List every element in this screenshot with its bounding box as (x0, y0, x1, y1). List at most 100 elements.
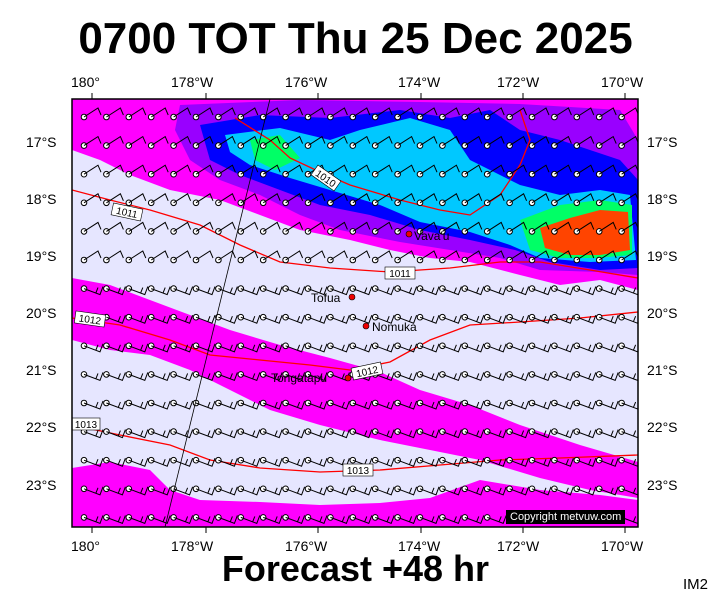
wind-barb (599, 315, 619, 324)
wind-barb (195, 315, 216, 324)
wind-barb-station (103, 142, 110, 149)
isobar-1011 (72, 189, 638, 279)
wind-barb (554, 343, 574, 353)
wind-barb (263, 429, 283, 439)
wind-barb (419, 135, 438, 147)
wind-barb (531, 315, 552, 324)
wind-barb (330, 343, 350, 353)
wind-barb (128, 400, 149, 410)
lat-label-17s: 17°S (26, 134, 57, 150)
wind-barb (173, 164, 192, 175)
wind-barb (263, 486, 283, 496)
wind-barb (576, 286, 597, 296)
wind-barb (150, 221, 169, 232)
wind-barb (128, 372, 149, 382)
wind-barb (151, 286, 171, 296)
nomuka-label: Nomuka (372, 320, 417, 334)
wind-barb (150, 193, 169, 204)
wind-barb (599, 372, 619, 382)
wind-barb (464, 315, 485, 324)
wind-barb (397, 515, 418, 525)
wind-barb (352, 164, 371, 175)
wind-barb (285, 164, 304, 175)
lon-label-180-bottom: 180° (71, 538, 100, 554)
wind-barb (307, 221, 326, 232)
wind-barb (554, 164, 572, 175)
wind-barb (218, 286, 238, 296)
wind-barb (509, 486, 530, 496)
wind-barb (419, 458, 440, 467)
wind-barb (397, 107, 416, 118)
wind-barb (598, 193, 617, 204)
wind-barb (330, 315, 350, 324)
isobar-layer (72, 109, 638, 473)
wind-barb (554, 429, 574, 439)
wind-barb (240, 164, 259, 175)
wind-barb (375, 400, 395, 410)
wind-barb (397, 486, 418, 496)
wind-barb (262, 221, 281, 232)
lat-label-22s: 22°S (26, 419, 57, 435)
wind-barb (576, 164, 595, 175)
wind-barb (419, 315, 440, 324)
wind-barb (173, 400, 194, 410)
wind-barb (263, 372, 283, 382)
wind-barb (307, 486, 328, 496)
wind-barb (150, 107, 169, 118)
wind-barb (307, 107, 326, 118)
wind-barb (240, 400, 261, 410)
lat-label-20s-right: 20°S (647, 305, 678, 321)
wind-barb (218, 429, 238, 439)
wind-barb (509, 135, 528, 147)
wind-barb (106, 400, 126, 410)
wind-barb (83, 107, 102, 118)
wind-barb (106, 515, 126, 525)
wind-barb (352, 286, 373, 296)
wind-barb (263, 315, 283, 324)
wind-barb (374, 193, 393, 204)
wind-barb (307, 343, 328, 353)
wind-barb (173, 372, 194, 382)
wind-barb (375, 458, 395, 467)
wind-barb (173, 343, 194, 353)
wind-barb (531, 486, 552, 496)
wind-barb (195, 400, 216, 410)
wind-barb (307, 515, 328, 525)
wind-barb (531, 343, 552, 353)
wind-barb (464, 286, 485, 296)
lon-label-178w: 178°W (171, 74, 214, 90)
wind-barb (195, 429, 216, 439)
wind-barb (240, 515, 261, 525)
isobar-label-1012-west-text: 1012 (78, 313, 102, 327)
wind-barb (374, 164, 393, 175)
map-frame (71, 93, 639, 533)
wind-barb (240, 315, 261, 324)
wind-barb (531, 250, 550, 261)
wind-barb (285, 486, 306, 496)
wind-barb (173, 515, 194, 525)
lon-label-178w-bottom: 178°W (171, 538, 214, 554)
wind-barb (576, 400, 597, 410)
wind-barb (375, 315, 395, 324)
lon-label-180: 180° (71, 74, 100, 90)
wind-barb (554, 486, 574, 496)
wind-barb (375, 486, 395, 496)
wind-barb (442, 486, 462, 496)
wind-barb (464, 486, 485, 496)
isobar-label-1011-west: 1011 (110, 202, 144, 222)
rain-band-north-intense (250, 135, 632, 258)
wind-barb (330, 164, 348, 175)
lon-label-172w: 172°W (497, 74, 540, 90)
wind-barb (576, 221, 595, 232)
wind-barb (576, 193, 595, 204)
wind-barb (106, 486, 126, 496)
wind-barb (598, 221, 617, 232)
wind-barb (352, 429, 373, 439)
wind-barb (487, 400, 507, 410)
wind-barb (218, 515, 238, 525)
wind-barb (531, 286, 552, 296)
wind-barb (531, 193, 550, 204)
isobar-label-1012-east: 1012 (350, 361, 384, 381)
copyright-notice: Copyright metvuw.com (506, 510, 626, 524)
